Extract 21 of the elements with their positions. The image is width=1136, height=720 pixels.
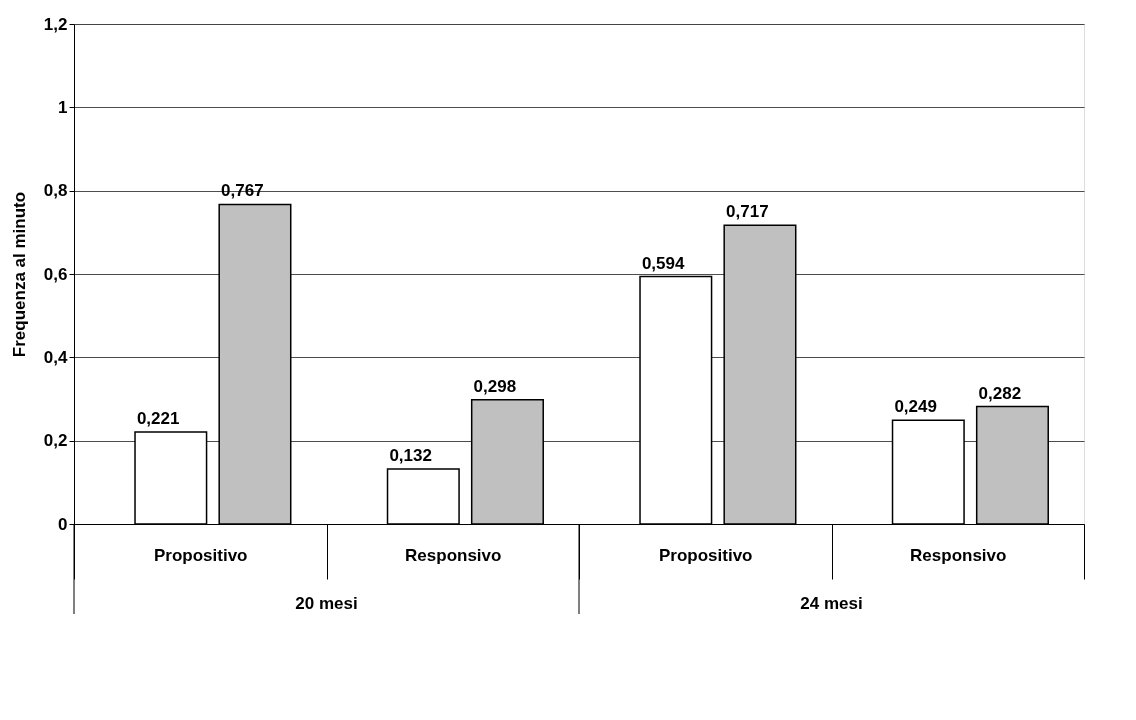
y-tick-label: 1,2: [43, 14, 68, 34]
y-axis-title: Frequenza al minuto: [9, 191, 29, 358]
data-label: 0,298: [473, 376, 517, 396]
y-tick-label: 0,4: [43, 347, 69, 367]
y-tick-label: 1: [58, 97, 68, 117]
text: 20 mesi: [295, 594, 358, 613]
y-tick-label: 0: [58, 514, 68, 534]
data-label: 0,594: [641, 253, 685, 273]
x-tick-label: Responsivo: [910, 545, 1007, 565]
data-label: 0,132: [389, 446, 432, 465]
y-tick-label: 0,2: [43, 431, 68, 451]
data-label: 0,282: [978, 383, 1022, 403]
data-label: 0,249: [894, 397, 937, 417]
y-tick-label: 0,6: [43, 264, 68, 284]
x-tick-label: Propositivo: [153, 545, 248, 565]
data-label: 0,717: [726, 202, 769, 222]
text: 24 mesi: [800, 594, 863, 613]
x-tick-label: Responsivo: [405, 545, 502, 565]
x-tick-label: Propositivo: [658, 545, 753, 565]
data-label: 0,221: [136, 408, 180, 428]
y-tick-label: 0,8: [43, 181, 68, 201]
